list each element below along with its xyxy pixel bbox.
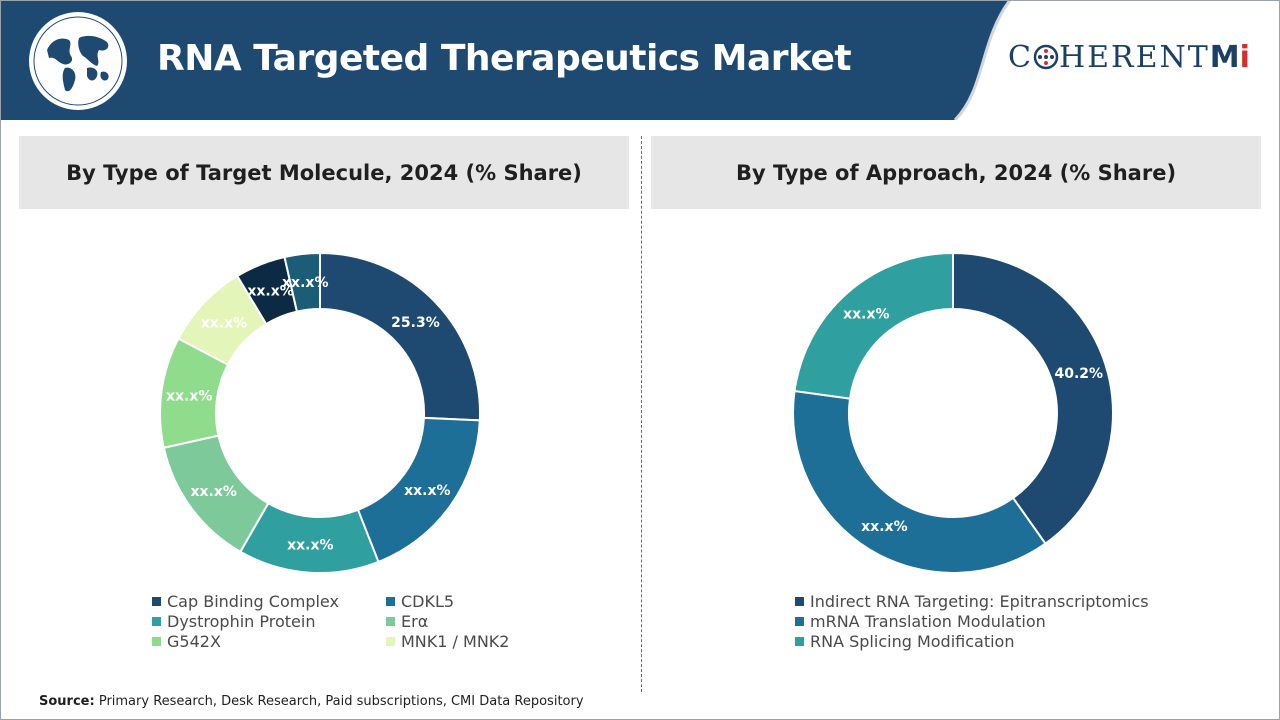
approach-slice-2	[793, 251, 954, 400]
approach-legend-label-0: Indirect RNA Targeting: Epitranscriptomi…	[810, 592, 1149, 611]
target-molecule-donut-chart: 25.3%xx.x%xx.x%xx.x%xx.x%xx.x%xx.x%xx.x%	[159, 251, 481, 574]
header: RNA Targeted Therapeutics Market C HEREN…	[0, 0, 1280, 120]
source-text: Primary Research, Desk Research, Paid su…	[98, 694, 584, 709]
target-molecule-legend-label-2: Dystrophin Protein	[167, 612, 316, 631]
approach-slice-label-0: 40.2%	[1055, 366, 1104, 382]
target-molecule-slice-label-5: xx.x%	[201, 315, 247, 331]
approach-legend-swatch-2	[795, 637, 804, 646]
target-molecule-legend-item-5: MNK1 / MNK2	[386, 632, 509, 651]
target-molecule-legend-swatch-3	[386, 617, 395, 626]
target-molecule-legend-label-1: CDKL5	[401, 592, 455, 611]
approach-legend-swatch-0	[795, 597, 804, 606]
approach-slice-label-2: xx.x%	[843, 306, 889, 322]
approach-legend-swatch-1	[795, 617, 804, 626]
target-molecule-legend-swatch-5	[386, 637, 395, 646]
logo-text-i: i	[1239, 40, 1250, 75]
target-molecule-legend-swatch-1	[386, 597, 395, 606]
target-molecule-legend-item-2: Dystrophin Protein	[152, 612, 315, 631]
target-molecule-legend-item-1: CDKL5	[386, 592, 454, 611]
right-chart-title: By Type of Approach, 2024 (% Share)	[651, 136, 1261, 209]
target-molecule-legend-label-3: Erα	[401, 612, 429, 631]
logo-text-m: M	[1209, 40, 1240, 75]
target-molecule-slice-0	[319, 251, 481, 422]
page-title: RNA Targeted Therapeutics Market	[157, 38, 852, 79]
target-molecule-slice-label-2: xx.x%	[287, 538, 333, 554]
target-molecule-legend-label-4: G542X	[167, 632, 221, 651]
header-band	[0, 0, 1012, 120]
approach-donut-chart: 40.2% xx.x% xx.x%	[792, 251, 1114, 574]
approach-slice-0	[952, 251, 1114, 546]
approach-slice-label-1: xx.x%	[861, 519, 907, 535]
target-molecule-legend-item-4: G542X	[152, 632, 221, 651]
target-molecule-legend-label-5: MNK1 / MNK2	[401, 632, 510, 651]
target-molecule-legend-item-0: Cap Binding Complex	[152, 592, 339, 611]
target-molecule-slice-label-0: 25.3%	[391, 315, 440, 331]
target-molecule-slice-label-1: xx.x%	[404, 483, 450, 499]
target-molecule-legend-swatch-0	[152, 597, 161, 606]
approach-legend-item-2: RNA Splicing Modification	[795, 632, 1014, 651]
logo-text-herent: HERENT	[1058, 40, 1210, 75]
target-molecule-legend-swatch-2	[152, 617, 161, 626]
target-molecule-slice-label-7: xx.x%	[282, 275, 328, 291]
source-label: Source:	[39, 694, 95, 709]
approach-legend-item-1: mRNA Translation Modulation	[795, 612, 1046, 631]
target-molecule-slice-7	[283, 251, 321, 313]
approach-legend-label-1: mRNA Translation Modulation	[810, 612, 1046, 631]
target-molecule-slice-label-6: xx.x%	[247, 284, 293, 300]
target-molecule-legend-item-3: Erα	[386, 612, 428, 631]
panel-divider	[641, 136, 642, 692]
left-chart-title: By Type of Target Molecule, 2024 (% Shar…	[19, 136, 629, 209]
approach-legend-item-0: Indirect RNA Targeting: Epitranscriptomi…	[795, 592, 1149, 611]
approach-slice-1	[792, 389, 1047, 574]
globe-icon	[29, 12, 127, 110]
target-molecule-slice-label-4: xx.x%	[166, 389, 212, 405]
approach-legend-label-2: RNA Splicing Modification	[810, 632, 1015, 651]
logo-letter-c: C	[1008, 40, 1033, 75]
logo-o-icon	[1033, 44, 1059, 70]
source-note: Source: Primary Research, Desk Research,…	[39, 694, 584, 709]
target-molecule-slice-label-3: xx.x%	[190, 484, 236, 500]
target-molecule-legend-label-0: Cap Binding Complex	[167, 592, 339, 611]
target-molecule-legend-swatch-4	[152, 637, 161, 646]
coherent-mi-logo: C HERENTMi	[1008, 40, 1270, 84]
